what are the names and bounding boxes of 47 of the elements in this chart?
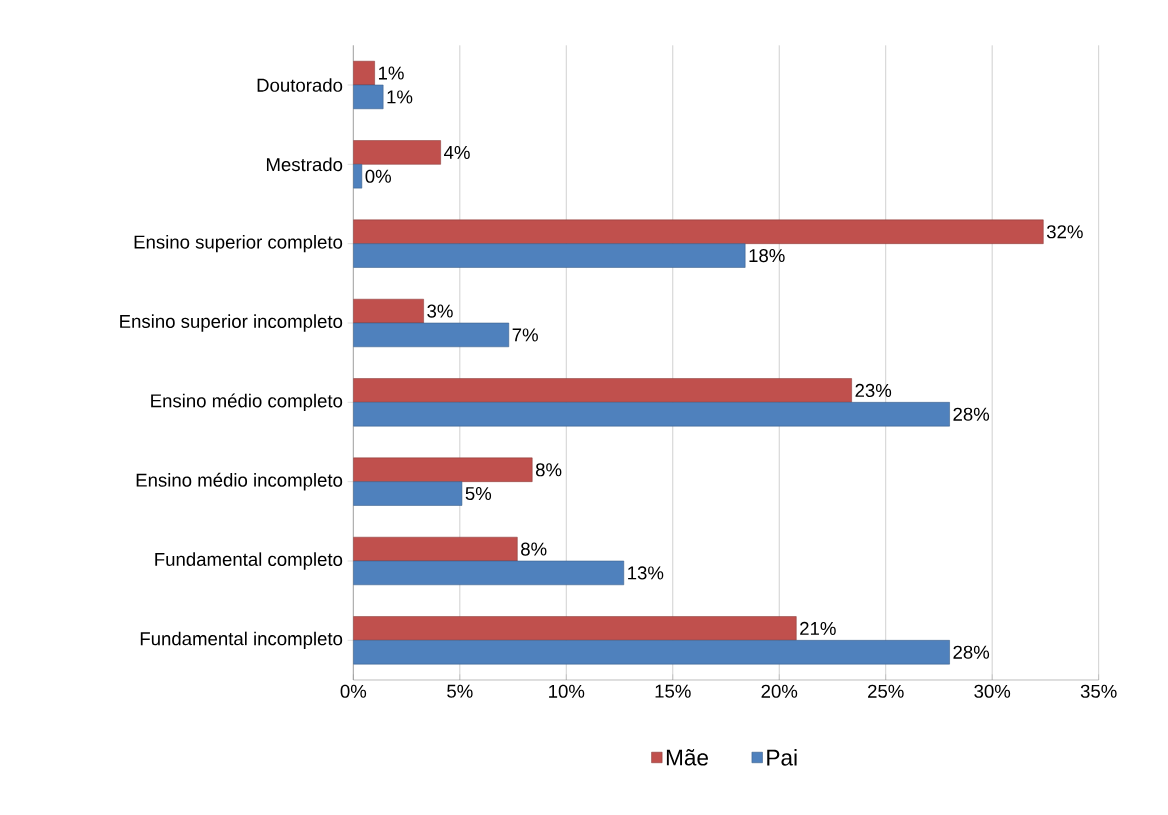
y-tick-label: Ensino superior completo [134,235,343,253]
bar [353,457,533,483]
bar [353,402,950,427]
bar [353,140,441,165]
y-tick-label: Ensino médio completo [151,393,343,412]
bar [353,243,746,268]
data-label: 8% [521,542,547,556]
x-tick-label: 15% [655,684,691,698]
data-label: 4% [444,146,470,160]
bar [353,322,510,348]
x-tick-label: 0% [340,684,367,699]
data-label: 1% [378,66,404,80]
data-label: 13% [628,566,664,580]
x-tick-label: 10% [549,684,585,699]
data-label: 32% [1046,225,1083,239]
y-tick-label: Mestrado [266,157,343,172]
data-label: 1% [387,90,413,104]
data-label: 0% [365,169,391,183]
bar [353,378,852,403]
legend-label: Pai [767,749,797,766]
data-label: 28% [953,407,990,421]
bar [353,537,518,562]
x-tick-label: 30% [974,684,1011,699]
data-label: 7% [512,328,538,342]
y-tick-label: Fundamental completo [155,552,343,570]
bar [353,481,463,506]
y-tick-label: Fundamental incompleto [140,631,343,650]
data-label: 8% [535,463,562,477]
data-label: 23% [855,384,892,398]
data-label: 18% [749,249,785,263]
data-label: 5% [465,487,492,501]
x-tick-label: 25% [868,684,904,699]
x-tick-label: 20% [761,684,798,699]
bar [353,299,424,324]
bar [353,560,625,586]
x-tick-label: 5% [447,684,473,698]
data-label: 3% [427,304,453,318]
data-label: 21% [800,622,836,636]
y-tick-label: Doutorado [257,78,343,93]
bar [353,640,950,665]
x-tick-label: 35% [1080,684,1117,699]
data-label: 28% [953,645,990,659]
legend-label: Mãe [666,749,708,766]
y-tick-label: Ensino superior incompleto [120,314,343,332]
bar [353,219,1044,245]
bar [353,616,797,641]
y-tick-label: Ensino médio incompleto [136,473,343,491]
